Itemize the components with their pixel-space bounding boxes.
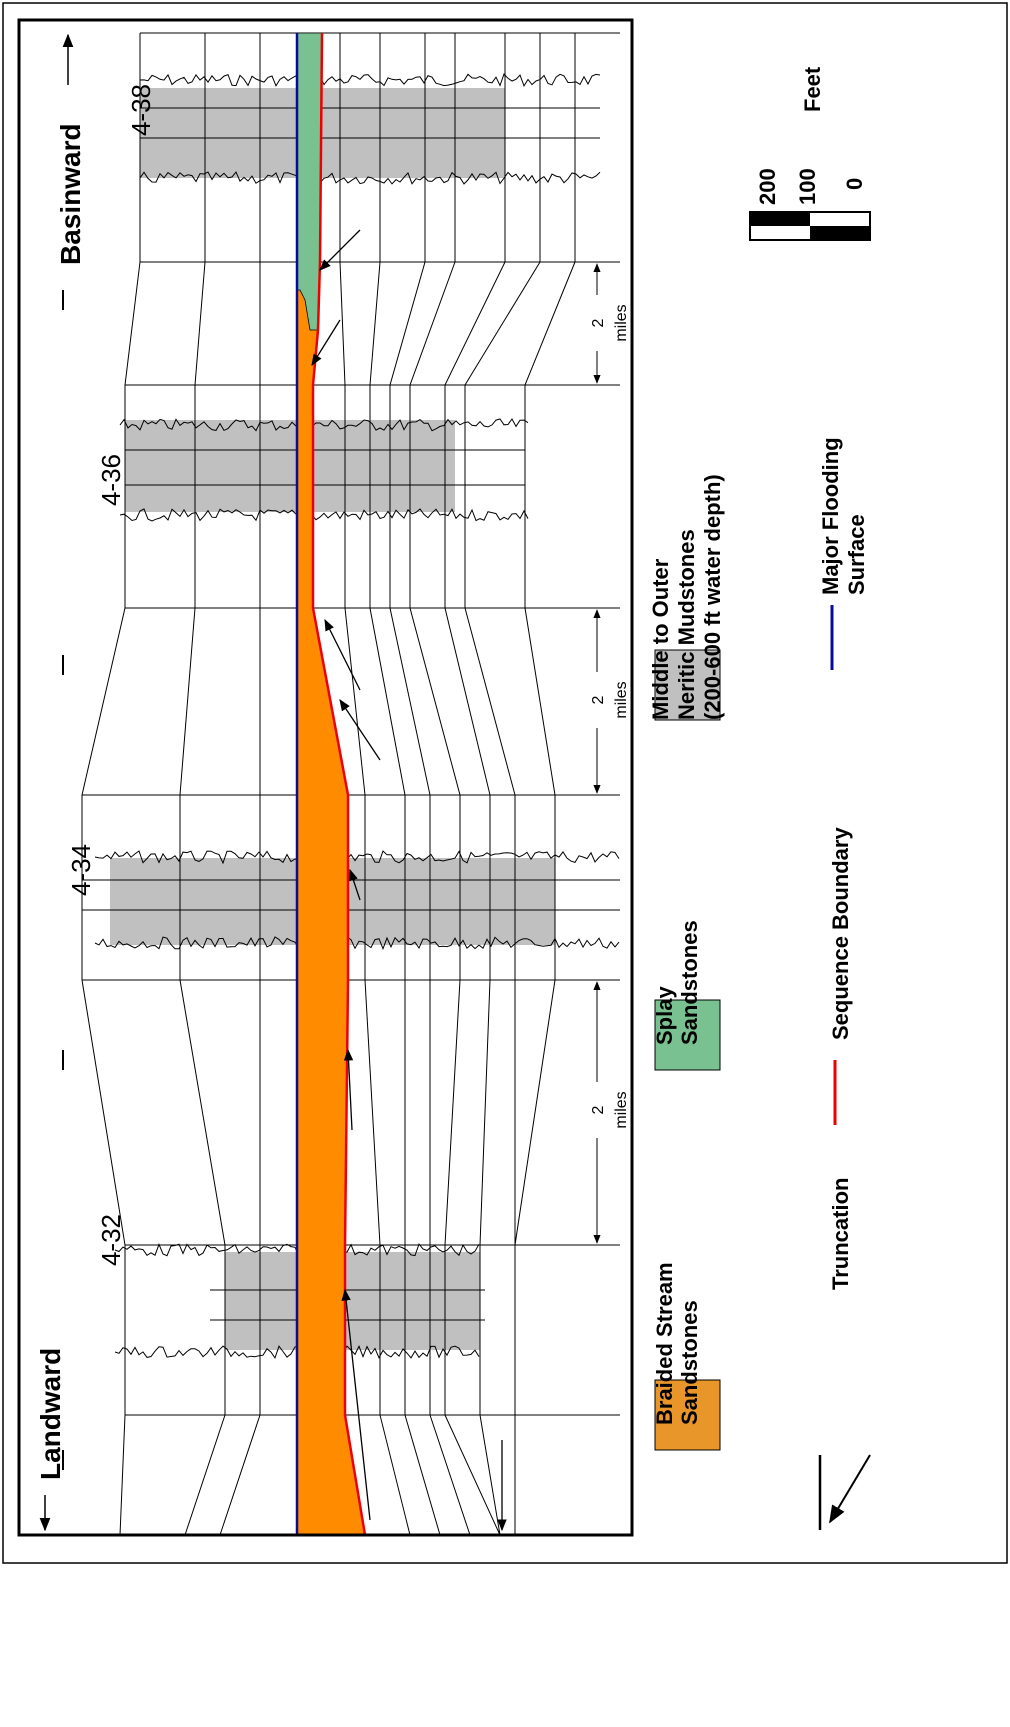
legend-label: Braided Stream [652,1262,677,1425]
well-label: 4-36 [96,454,126,506]
correlation-line [364,979,381,1246]
legend-truncation-arrow [829,1454,871,1524]
distance-unit: miles [613,681,630,718]
correlation-line [119,1414,126,1536]
correlation-line [444,1414,501,1536]
distance-value: 2 [590,318,607,327]
log-trace [119,508,529,522]
correlation-line [404,1414,441,1536]
landward-label: Landward [35,1348,66,1480]
truncation-arrow [324,618,361,691]
correlation-line [444,607,491,796]
outer-frame [2,2,1008,1564]
correlation-line [524,607,556,796]
log-trace [94,936,620,951]
scale-bar-fill [810,226,870,240]
correlation-line [81,607,126,796]
correlation-line [444,261,506,386]
correlation-line [444,979,461,1246]
correlation-line [464,261,541,386]
correlation-line [81,979,126,1246]
truncation-arrow [343,1048,354,1131]
basinward-label: Basinward [55,123,86,265]
legend-label: Truncation [828,1178,853,1290]
correlation-line [524,261,576,386]
legend-swatch-braided [654,1379,721,1451]
correlation-line [124,261,141,386]
sequence-boundary [311,32,367,1536]
well-label: 4-34 [66,844,96,896]
truncation-arrow [341,1288,371,1521]
scale-tick: 100 [795,168,820,205]
legend-swatch-mudstones [654,649,721,721]
correlation-line [479,979,491,1246]
correlation-line [464,607,516,796]
legend-label: Surface [844,514,869,595]
correlation-line [409,261,456,386]
log-trace [119,418,529,432]
correlation-line [409,607,461,796]
scale-tick: 200 [755,168,780,205]
legend-label: Middle to Outer [648,558,673,720]
truncation-arrow [339,699,381,761]
correlation-line [194,261,206,386]
log-trace [139,73,601,88]
mudstone-fill [125,420,455,512]
legend-label: Sequence Boundary [828,827,853,1040]
distance-unit: miles [613,1091,630,1128]
correlation-line [344,607,366,796]
correlation-line [219,1414,261,1536]
legend-label: Neritic Mudstones [674,529,699,720]
distance-value: 2 [590,695,607,704]
correlation-line [339,261,346,386]
scale-bar-fill [750,212,810,226]
truncation-arrow [311,319,341,366]
well-label: 4-32 [96,1214,126,1266]
correlation-line [179,979,226,1246]
distance-value: 2 [590,1105,607,1114]
correlation-line [369,261,381,386]
correlation-line [179,607,196,796]
correlation-line [389,261,426,386]
correlation-line [369,607,406,796]
log-trace [94,850,620,865]
distance-unit: miles [613,304,630,341]
correlation-line [429,1414,471,1536]
legend-label: Splay [652,986,677,1045]
legend-swatch-splay [654,999,721,1071]
truncation-arrow [348,868,361,901]
legend-label: Major Flooding [818,437,843,595]
correlation-line [379,1414,411,1536]
truncation-arrow [319,229,361,271]
mudstone-fill [225,1252,480,1350]
braided-sandstone [297,290,365,1535]
legend-label: Sandstones [677,920,702,1045]
legend-label: (200-600 ft water depth) [700,474,725,720]
panel-frame [17,18,634,1537]
correlation-line [514,979,556,1246]
scale-title: Feet [800,66,825,112]
correlation-line [479,1414,501,1536]
correlation-line [184,1414,226,1536]
legend-label: Sandstones [677,1300,702,1425]
correlation-line [389,607,431,796]
log-trace [139,171,601,185]
well-label: 4-38 [126,84,156,136]
scale-tick: 0 [842,178,867,190]
cross-section [62,32,620,1536]
